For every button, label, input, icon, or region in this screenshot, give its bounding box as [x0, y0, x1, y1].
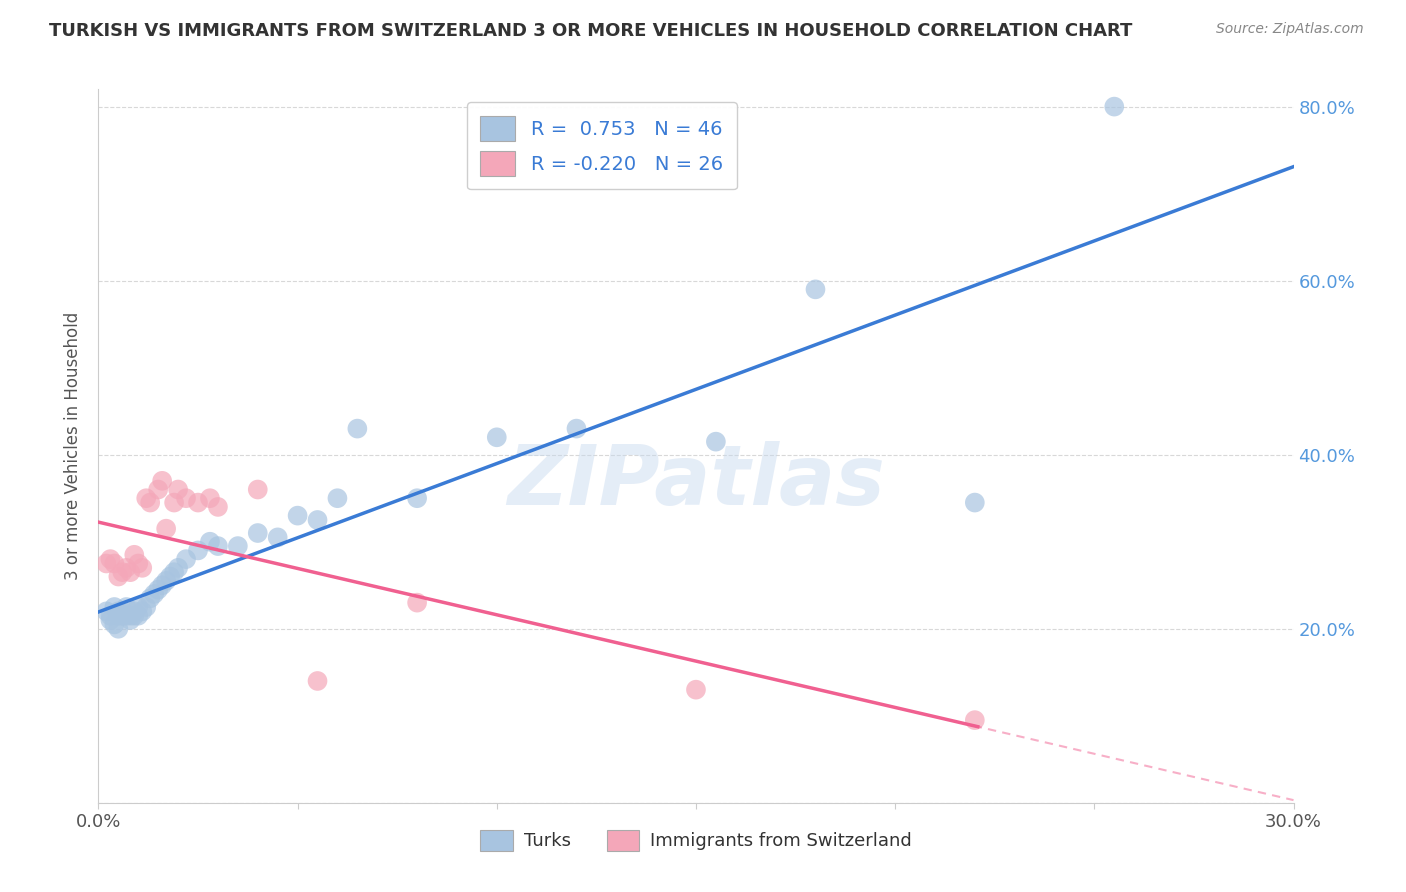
- Point: [148, 483, 170, 497]
- Point: [155, 574, 177, 588]
- Point: [174, 491, 197, 506]
- Point: [150, 578, 173, 592]
- Point: [135, 599, 157, 614]
- Point: [155, 522, 177, 536]
- Point: [226, 539, 249, 553]
- Point: [115, 561, 138, 575]
- Point: [198, 534, 221, 549]
- Point: [107, 604, 129, 618]
- Point: [406, 491, 429, 506]
- Legend: Turks, Immigrants from Switzerland: Turks, Immigrants from Switzerland: [472, 822, 920, 858]
- Point: [150, 474, 173, 488]
- Point: [120, 613, 142, 627]
- Point: [485, 430, 508, 444]
- Point: [287, 508, 309, 523]
- Point: [107, 608, 129, 623]
- Point: [124, 608, 146, 623]
- Point: [174, 552, 197, 566]
- Text: Source: ZipAtlas.com: Source: ZipAtlas.com: [1216, 22, 1364, 37]
- Point: [111, 608, 134, 623]
- Point: [307, 513, 329, 527]
- Point: [103, 557, 125, 571]
- Point: [167, 483, 190, 497]
- Point: [135, 491, 157, 506]
- Point: [198, 491, 221, 506]
- Point: [103, 617, 125, 632]
- Point: [143, 587, 166, 601]
- Point: [96, 604, 118, 618]
- Text: ZIPatlas: ZIPatlas: [508, 442, 884, 522]
- Point: [1104, 100, 1126, 114]
- Point: [111, 604, 134, 618]
- Point: [187, 543, 209, 558]
- Point: [127, 608, 149, 623]
- Point: [139, 495, 162, 509]
- Point: [98, 552, 122, 566]
- Point: [346, 421, 368, 435]
- Point: [963, 495, 986, 509]
- Point: [207, 500, 229, 514]
- Point: [107, 622, 129, 636]
- Point: [159, 569, 181, 583]
- Point: [124, 548, 146, 562]
- Point: [246, 526, 269, 541]
- Point: [127, 557, 149, 571]
- Point: [163, 495, 186, 509]
- Point: [103, 599, 125, 614]
- Point: [139, 591, 162, 606]
- Point: [326, 491, 349, 506]
- Point: [98, 613, 122, 627]
- Point: [111, 565, 134, 579]
- Point: [98, 608, 122, 623]
- Point: [96, 557, 118, 571]
- Point: [115, 599, 138, 614]
- Point: [120, 565, 142, 579]
- Point: [107, 569, 129, 583]
- Point: [207, 539, 229, 553]
- Point: [115, 608, 138, 623]
- Point: [148, 582, 170, 597]
- Point: [685, 682, 707, 697]
- Point: [131, 561, 153, 575]
- Point: [704, 434, 727, 449]
- Point: [267, 530, 290, 544]
- Point: [963, 713, 986, 727]
- Point: [565, 421, 588, 435]
- Text: TURKISH VS IMMIGRANTS FROM SWITZERLAND 3 OR MORE VEHICLES IN HOUSEHOLD CORRELATI: TURKISH VS IMMIGRANTS FROM SWITZERLAND 3…: [49, 22, 1133, 40]
- Point: [120, 608, 142, 623]
- Point: [187, 495, 209, 509]
- Y-axis label: 3 or more Vehicles in Household: 3 or more Vehicles in Household: [65, 312, 83, 580]
- Point: [131, 604, 153, 618]
- Point: [163, 565, 186, 579]
- Point: [124, 604, 146, 618]
- Point: [246, 483, 269, 497]
- Point: [167, 561, 190, 575]
- Point: [127, 599, 149, 614]
- Point: [804, 282, 827, 296]
- Point: [307, 673, 329, 688]
- Point: [406, 596, 429, 610]
